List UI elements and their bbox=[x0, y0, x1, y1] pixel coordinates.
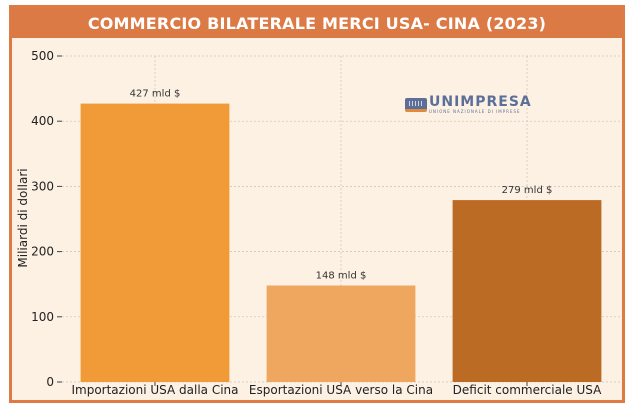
x-tick-label: Esportazioni USA verso la Cina bbox=[249, 383, 433, 397]
x-tick-label: Importazioni USA dalla Cina bbox=[71, 383, 238, 397]
data-label: 148 mld $ bbox=[316, 271, 367, 282]
y-axis-label: Miliardi di dollari bbox=[16, 168, 30, 267]
data-labels: 427 mld $ 148 mld $ 279 mld $ bbox=[130, 89, 553, 282]
chart-title: COMMERCIO BILATERALE MERCI USA- CINA (20… bbox=[87, 13, 547, 33]
logo-brand: UNIMPRESA bbox=[429, 94, 532, 110]
bar-3 bbox=[452, 200, 602, 382]
y-tick-label: 300 bbox=[31, 179, 54, 193]
bars bbox=[80, 103, 602, 382]
y-tick-label: 0 bbox=[46, 375, 54, 389]
y-tick-label: 500 bbox=[31, 49, 54, 63]
unimpresa-logo: UNIMPRESA UNIONE NAZIONALE DI IMPRESE bbox=[405, 95, 532, 114]
x-tick-label: Deficit commerciale USA bbox=[453, 383, 602, 397]
logo-icon bbox=[405, 97, 427, 112]
bar-2 bbox=[266, 285, 416, 382]
axes: 0 100 200 300 400 500 Importazioni USA dalla C… bbox=[31, 49, 602, 397]
title-bar: COMMERCIO BILATERALE MERCI USA- CINA (20… bbox=[12, 8, 622, 38]
bar-1 bbox=[80, 103, 230, 382]
y-tick-label: 100 bbox=[31, 310, 54, 324]
data-label: 279 mld $ bbox=[502, 185, 553, 196]
y-tick-label: 400 bbox=[31, 114, 54, 128]
logo-subtitle: UNIONE NAZIONALE DI IMPRESE bbox=[429, 109, 521, 114]
y-tick-label: 200 bbox=[31, 245, 54, 259]
data-label: 427 mld $ bbox=[130, 89, 181, 100]
